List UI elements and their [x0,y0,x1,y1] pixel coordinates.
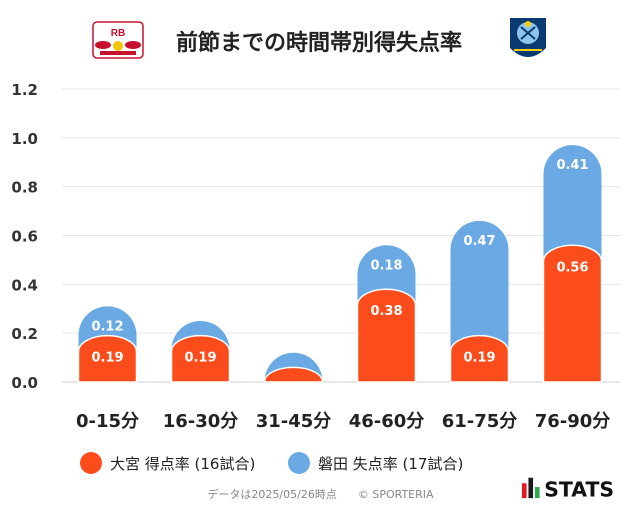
footer-note: データは2025/05/26時点 [207,488,337,501]
y-tick-label: 0.6 [11,228,38,246]
y-tick-label: 0.0 [11,374,38,392]
data-label-away: 0.18 [370,258,402,273]
data-label-away: 0.12 [91,319,123,334]
home-logo-text: RB [111,28,125,39]
x-tick-label: 46-60分 [349,411,425,432]
x-tick-label: 31-45分 [256,411,332,432]
bar-home-46-60分 [356,288,417,383]
legend-swatch-home [80,452,102,474]
data-label-home: 0.38 [370,304,402,319]
bar-home-76-90分 [542,244,603,383]
data-label-away: 0.41 [556,158,588,173]
y-tick-label: 1.0 [11,130,38,148]
bar-home-31-45分 [263,366,324,383]
y-tick-label: 0.2 [11,325,38,343]
x-axis-ticks: 0-15分 16-30分 31-45分 46-60分 61-75分 76-90分 [76,411,610,432]
legend-swatch-away [288,452,310,474]
data-label-home: 0.56 [556,260,588,275]
x-tick-label: 76-90分 [535,411,611,432]
x-tick-label: 61-75分 [442,411,518,432]
bar-home-16-30分 [170,334,231,383]
grid-lines [62,88,620,383]
legend-label-away: 磐田 失点率 (17試合) [318,455,464,473]
footer-copyright: © SPORTERIA [357,488,434,501]
legend-label-home: 大宮 得点率 (16試合) [110,455,256,473]
y-tick-label: 0.8 [11,179,38,197]
y-axis-ticks: 0.0 0.2 0.4 0.6 0.8 1.0 1.2 [11,81,38,392]
x-tick-label: 16-30分 [163,411,239,432]
brand-name: STATS [544,477,614,500]
data-label-home: 0.19 [91,351,123,366]
data-label-home: 0.19 [184,351,216,366]
y-tick-label: 1.2 [11,81,38,99]
data-label-home: 0.19 [463,351,495,366]
chart-title: 前節までの時間帯別得失点率 [176,30,462,56]
chart-svg: RB 前節までの時間帯別得失点率 0.0 0.2 0.4 0.6 0.8 1.0 1.2 0… [11,18,620,432]
bar-home-61-75分 [449,334,510,383]
away-team-logo [510,18,546,57]
y-tick-label: 0.4 [11,276,38,294]
x-tick-label: 0-15分 [76,411,139,432]
stats-logo: STATS [521,477,614,500]
data-label-away: 0.47 [463,234,495,249]
bar-series: 0.19 0.12 0.19 0.38 0.18 0.19 0.47 0.56 0.41 [77,145,603,383]
footer: データは2025/05/26時点 © SPORTERIA [0,486,641,502]
bar-home-0-15分 [77,334,138,383]
home-team-logo: RB [92,21,144,59]
